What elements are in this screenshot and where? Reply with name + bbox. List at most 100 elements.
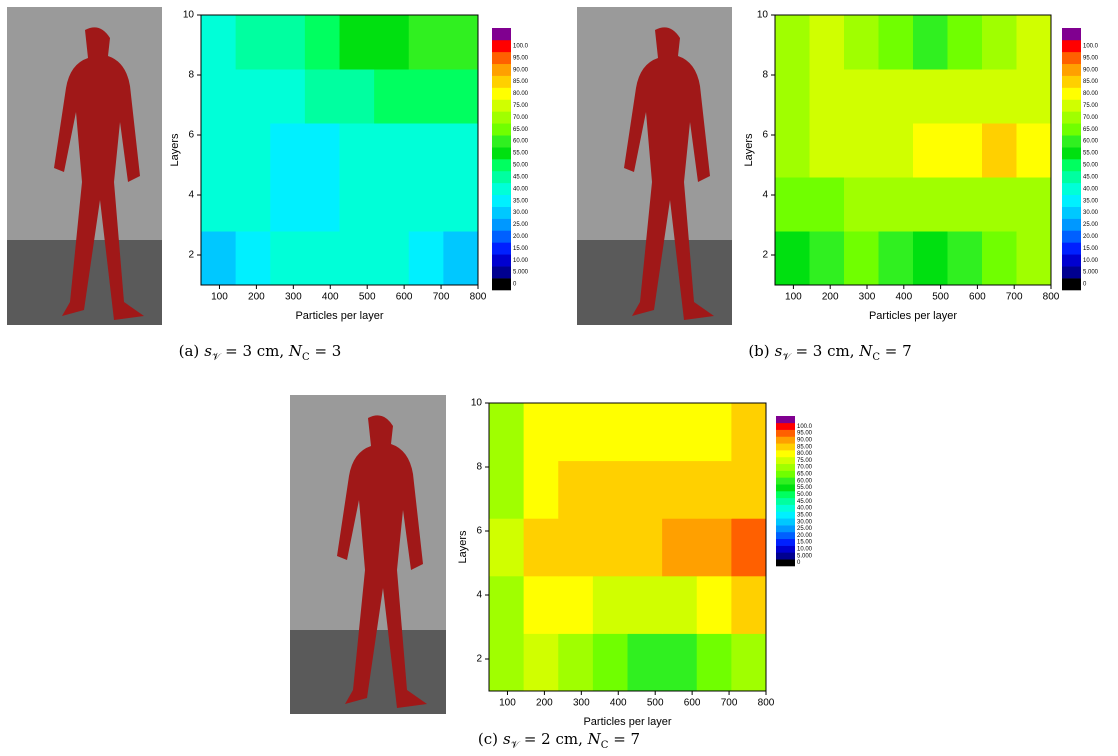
contour-cell [662, 575, 698, 634]
colorbar-band [1062, 135, 1081, 148]
caption-part: (c) [478, 730, 498, 748]
colorbar-band [492, 266, 511, 279]
colorbar-label: 60.00 [513, 139, 529, 145]
contour-cell [1016, 177, 1052, 232]
contour-cell [408, 231, 444, 286]
contour-cell [913, 123, 948, 178]
caption: (c) s𝒱 = 2 cm, NC = 7 [478, 730, 640, 751]
contour-cell [913, 15, 948, 70]
contour-cell [662, 460, 698, 519]
colorbar-label: 85.00 [513, 79, 529, 85]
colorbar-band [492, 123, 511, 136]
colorbar-label: 30.00 [1083, 210, 1099, 216]
colorbar-label: 75.00 [797, 458, 813, 464]
contour-cell [374, 15, 410, 70]
contour-cell [731, 575, 767, 634]
contour-cell [489, 575, 525, 634]
contour-cell [408, 177, 444, 232]
contour-cell [627, 575, 663, 634]
colorbar-label: 70.00 [797, 465, 813, 471]
colorbar-label: 90.00 [797, 437, 813, 443]
colorbar-band [776, 545, 795, 553]
colorbar-band [492, 254, 511, 267]
colorbar-band [492, 39, 511, 53]
colorbar-band [776, 484, 795, 492]
colorbar-band [1062, 206, 1081, 219]
x-tick-label: 700 [1006, 292, 1023, 303]
x-tick-label: 800 [1043, 292, 1060, 303]
contour-cell [339, 69, 375, 124]
contour-cell [592, 403, 628, 462]
colorbar-band [776, 559, 795, 567]
x-tick-label: 200 [536, 698, 553, 709]
contour-cell [443, 15, 479, 70]
contour-cell [374, 69, 410, 124]
caption-part: s [204, 342, 212, 360]
contour-cell [235, 69, 271, 124]
contour-cell [1016, 123, 1052, 178]
colorbar-label: 20.00 [797, 533, 813, 539]
x-tick-label: 800 [470, 292, 487, 303]
contour-cell [696, 403, 732, 462]
contour-cell [809, 15, 845, 70]
colorbar-label: 0 [797, 560, 801, 566]
contour-cell [775, 177, 810, 232]
contour-cell [878, 69, 914, 124]
contour-cell [731, 633, 767, 692]
colorbar-label: 25.00 [513, 222, 529, 228]
contour-cell [374, 177, 410, 232]
contour-cell [947, 69, 983, 124]
colorbar-label: 10.00 [1083, 258, 1099, 264]
plot-frame [488, 402, 767, 692]
colorbar-band [1062, 75, 1081, 88]
colorbar-band [776, 436, 795, 444]
caption-part: = 7 [880, 342, 912, 360]
colorbar-label: 100.0 [513, 43, 529, 49]
contour-cell [947, 15, 983, 70]
colorbar-label: 70.00 [1083, 115, 1099, 121]
colorbar-band [492, 206, 511, 219]
y-tick-label: 2 [762, 250, 768, 261]
contour-cell [731, 518, 767, 577]
colorbar-band [776, 525, 795, 533]
contour-cell [731, 460, 767, 519]
contour-cell [662, 518, 698, 577]
colorbar-label: 70.00 [513, 115, 529, 121]
caption-part: = 2 cm, [519, 730, 588, 748]
x-tick-label: 300 [573, 698, 590, 709]
caption-part: C [872, 352, 880, 363]
contour-cell [339, 123, 375, 178]
caption-part: C [601, 740, 609, 751]
y-axis-label: Layers [169, 133, 181, 167]
contour-cell [878, 15, 914, 70]
contour-cell [201, 15, 237, 70]
contour-cell [696, 518, 732, 577]
colorbar-band [776, 429, 795, 437]
y-tick-label: 6 [188, 130, 194, 141]
y-axis-label: Layers [743, 133, 755, 167]
colorbar-label: 90.00 [1083, 67, 1099, 73]
y-tick-label: 2 [188, 250, 194, 261]
contour-cell [775, 123, 810, 178]
contour-cell [982, 231, 1017, 286]
contour-cell [913, 231, 948, 286]
contour-cell [523, 518, 559, 577]
colorbar-label: 50.00 [513, 163, 529, 169]
colorbar-label: 95.00 [1083, 55, 1099, 61]
contour-cell [627, 518, 663, 577]
colorbar-label: 55.00 [513, 151, 529, 157]
colorbar-label: 0 [513, 282, 517, 288]
contour-cell [443, 123, 479, 178]
y-tick-label: 4 [476, 590, 482, 601]
x-tick-label: 500 [647, 698, 664, 709]
colorbar-band [776, 504, 795, 512]
contour-cell [201, 231, 237, 286]
colorbar-label: 75.00 [513, 103, 529, 109]
colorbar-label: 80.00 [797, 451, 813, 457]
caption-part: (a) [179, 342, 200, 360]
colorbar-band [776, 416, 795, 424]
contour-cell [878, 231, 914, 286]
colorbar-band [492, 218, 511, 231]
y-tick-label: 8 [188, 70, 194, 81]
contour-cell [696, 575, 732, 634]
